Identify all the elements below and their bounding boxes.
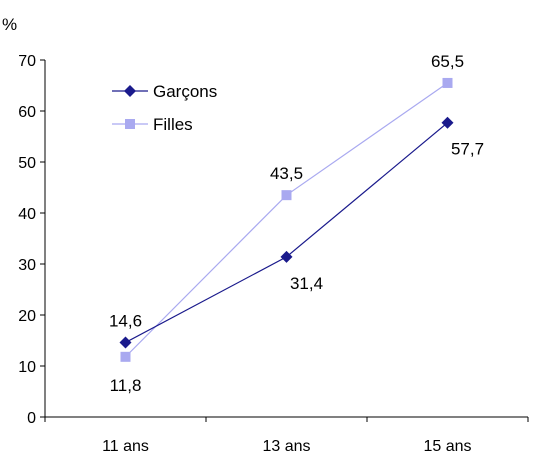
data-point-1-1 — [281, 190, 292, 201]
data-point-1-0 — [120, 351, 131, 362]
legend-marker-1 — [125, 119, 135, 129]
y-tick-label: 50 — [18, 155, 36, 172]
data-label-0-0: 14,6 — [109, 312, 142, 331]
series-line-0 — [125, 122, 448, 344]
y-tick-label: 10 — [18, 359, 36, 376]
legend: Garçons Filles — [112, 82, 217, 134]
y-tick-label: 60 — [18, 104, 36, 121]
y-axis-label: % — [2, 15, 17, 34]
series-layer — [119, 77, 454, 362]
y-tick-label: 0 — [27, 410, 36, 427]
legend-marker-0 — [124, 85, 136, 97]
x-tick-label: 15 ans — [423, 438, 471, 455]
y-tick-label: 20 — [18, 308, 36, 325]
data-point-0-0 — [119, 336, 132, 349]
y-tick-label: 40 — [18, 206, 36, 223]
data-label-1-2: 65,5 — [431, 52, 464, 71]
axes: 0 10 20 30 40 50 60 70 11 ans 13 ans 15 ans — [18, 53, 529, 455]
data-label-1-1: 43,5 — [270, 164, 303, 183]
x-tick-label: 11 ans — [102, 438, 149, 455]
y-tick-label: 70 — [18, 53, 36, 70]
data-label-0-2: 57,7 — [451, 140, 484, 159]
data-labels: 14,6 31,4 57,7 11,8 43,5 65,5 — [109, 52, 484, 395]
data-point-1-2 — [442, 77, 453, 88]
legend-label-0: Garçons — [153, 82, 217, 101]
data-point-0-2 — [441, 116, 454, 129]
data-label-1-0: 11,8 — [110, 376, 142, 395]
y-tick-label: 30 — [18, 257, 36, 274]
data-point-0-1 — [280, 250, 293, 263]
legend-label-1: Filles — [153, 115, 193, 134]
data-label-0-1: 31,4 — [290, 274, 323, 293]
x-tick-label: 13 ans — [262, 438, 310, 455]
